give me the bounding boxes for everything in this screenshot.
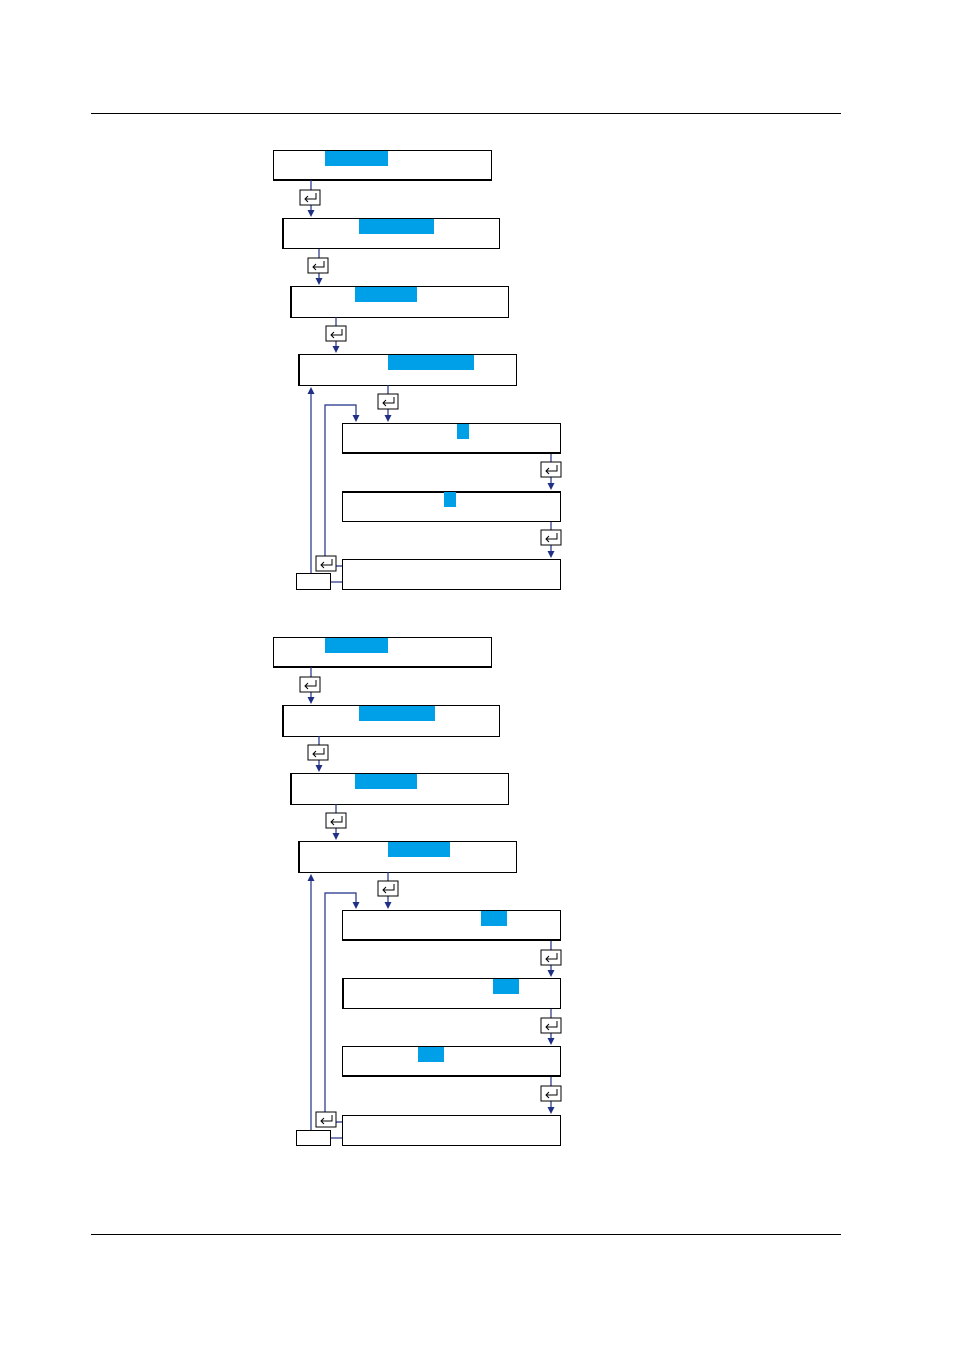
enter-key-icon: [299, 676, 321, 693]
lcd-screen: [282, 705, 500, 737]
footer-rule: [91, 1234, 841, 1235]
enter-key-icon: [540, 1085, 562, 1102]
lcd-screen: [290, 773, 509, 805]
highlight-field: [359, 219, 434, 234]
lcd-screen: [342, 559, 561, 590]
highlight-field: [359, 706, 435, 721]
highlight-field: [493, 979, 519, 994]
escape-box: [296, 573, 331, 590]
enter-key-icon: [377, 393, 399, 410]
highlight-field: [457, 424, 469, 439]
lcd-screen: [342, 491, 561, 522]
lower-flow: [273, 637, 562, 1146]
lcd-screen: [342, 978, 561, 1009]
highlight-field: [325, 151, 388, 166]
highlight-field: [325, 638, 388, 653]
enter-key-icon: [377, 880, 399, 897]
enter-key-icon: [325, 325, 347, 342]
highlight-field: [355, 287, 417, 302]
header-rule: [91, 113, 841, 114]
highlight-field: [388, 842, 450, 857]
highlight-field: [388, 355, 474, 370]
lcd-screen: [298, 354, 517, 386]
enter-key-icon: [325, 812, 347, 829]
enter-key-icon: [315, 555, 337, 572]
highlight-field: [355, 774, 417, 789]
enter-key-icon: [540, 1017, 562, 1034]
enter-key-icon: [307, 257, 329, 274]
highlight-field: [418, 1047, 444, 1062]
upper-flow: [273, 150, 562, 590]
highlight-field: [481, 911, 507, 926]
enter-key-icon: [540, 949, 562, 966]
enter-key-icon: [540, 461, 562, 478]
enter-key-icon: [315, 1111, 337, 1128]
lcd-screen: [273, 150, 492, 181]
highlight-field: [444, 492, 456, 507]
enter-key-icon: [307, 744, 329, 761]
lcd-screen: [342, 910, 561, 941]
lcd-screen: [298, 841, 517, 873]
escape-box: [296, 1130, 331, 1146]
lcd-screen: [342, 423, 561, 454]
lcd-screen: [342, 1046, 561, 1077]
lcd-screen: [342, 1115, 561, 1146]
lcd-screen: [290, 286, 509, 318]
enter-key-icon: [299, 189, 321, 206]
lcd-screen: [282, 218, 500, 249]
lcd-screen: [273, 637, 492, 668]
enter-key-icon: [540, 529, 562, 546]
